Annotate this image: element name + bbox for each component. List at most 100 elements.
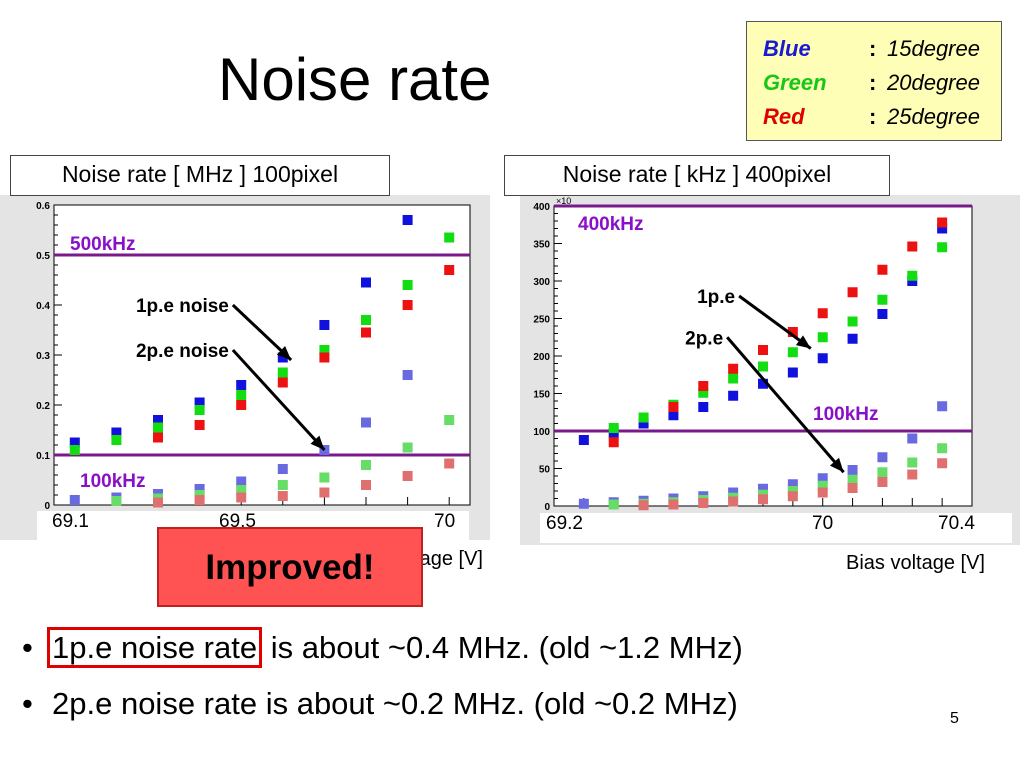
data-point	[111, 427, 122, 438]
data-point	[698, 402, 709, 412]
y-tick-label: 100	[533, 427, 550, 438]
y-tick-label: 0.3	[36, 351, 50, 362]
data-point	[444, 232, 455, 243]
data-point	[877, 477, 888, 487]
data-point	[608, 428, 619, 439]
data-point	[937, 458, 948, 469]
data-point	[937, 401, 948, 412]
data-point	[907, 433, 918, 444]
data-point	[194, 420, 205, 430]
data-point	[847, 465, 858, 475]
data-point	[361, 480, 371, 490]
data-point	[277, 491, 288, 501]
data-point	[638, 412, 649, 423]
legend-value-red: 25degree	[887, 104, 980, 129]
page-number: 5	[950, 710, 959, 727]
data-point	[728, 496, 739, 507]
data-point	[578, 498, 589, 509]
data-point	[907, 469, 918, 480]
threshold-label: 100kHz	[80, 471, 146, 492]
data-point	[277, 352, 288, 363]
data-point	[877, 309, 888, 319]
data-point	[758, 345, 768, 355]
data-point	[361, 277, 371, 288]
annotation-label: 2p.e	[685, 328, 723, 349]
data-point	[877, 264, 888, 275]
annotation-arrow	[231, 348, 326, 452]
data-point	[236, 380, 247, 390]
annotation-label: 1p.e	[697, 287, 735, 308]
data-point	[817, 487, 828, 498]
data-point	[877, 294, 888, 305]
data-point	[638, 418, 649, 429]
data-point	[728, 390, 739, 401]
data-point	[194, 397, 205, 408]
data-point	[847, 333, 858, 344]
right-x-tick-labels: 69.2 70 70.4	[540, 513, 1012, 543]
legend-value-green: 20degree	[887, 70, 980, 95]
legend-key-blue: Blue	[763, 36, 811, 61]
data-point	[277, 480, 288, 490]
data-point	[877, 452, 888, 463]
legend-separator: :	[869, 36, 877, 61]
data-point	[361, 460, 371, 470]
left-noise-chart: 0 0.1 0.2 0.3 0.4 0.5 0.6 500kHz 100kHz 1p.e nois…	[36, 201, 471, 512]
data-point	[847, 287, 858, 298]
annotation-arrow	[726, 336, 845, 474]
data-point	[111, 496, 122, 506]
data-point	[402, 215, 413, 225]
x-tick-label: 69.5	[219, 511, 256, 532]
y-tick-label: 200	[533, 352, 550, 363]
data-point	[758, 361, 768, 372]
left-chart-caption: Noise rate [ MHz ] 100pixel	[10, 155, 390, 196]
data-point	[194, 495, 205, 505]
data-point	[69, 437, 80, 448]
data-point	[194, 484, 205, 494]
data-point	[69, 445, 80, 455]
y-tick-label: 50	[539, 465, 551, 476]
data-point	[402, 300, 413, 310]
bullet-text: 2p.e noise rate is about ~0.2 MHz. (old …	[52, 686, 738, 721]
data-point	[907, 457, 918, 468]
data-point	[444, 415, 455, 425]
data-point	[444, 265, 455, 275]
right-noise-chart: 0 50 100 150 200 250 300 350 400 ×10 400kHz 100kHz 1…	[533, 196, 973, 513]
data-point	[319, 320, 330, 330]
data-point	[668, 410, 679, 421]
y-tick-label: 250	[533, 315, 550, 326]
data-point	[153, 432, 163, 443]
data-point	[847, 483, 858, 493]
threshold-label: 400kHz	[578, 214, 644, 235]
data-point	[847, 316, 858, 327]
y-tick-label: 150	[533, 390, 550, 401]
data-point	[236, 492, 247, 503]
data-point	[361, 315, 371, 325]
data-point	[877, 467, 888, 478]
data-point	[668, 402, 679, 412]
y-tick-label: 0	[44, 501, 50, 512]
data-point	[277, 367, 288, 378]
data-point	[153, 415, 163, 425]
y-tick-label: 0.6	[36, 201, 50, 212]
data-point	[698, 381, 709, 391]
data-point	[847, 474, 858, 485]
legend-separator: :	[869, 104, 877, 129]
data-point	[698, 498, 709, 508]
data-point	[444, 458, 455, 469]
data-point	[817, 480, 828, 491]
right-chart-caption: Noise rate [ kHz ] 400pixel	[504, 155, 890, 196]
data-point	[817, 308, 828, 319]
data-point	[817, 332, 828, 343]
data-point	[402, 280, 413, 290]
data-point	[277, 377, 288, 388]
arrow-head	[795, 335, 811, 349]
data-point	[817, 353, 828, 364]
data-point	[638, 500, 649, 511]
data-point	[907, 241, 918, 252]
legend-key-red: Red	[763, 104, 805, 129]
data-point	[578, 435, 589, 445]
data-point	[153, 497, 163, 508]
data-point	[787, 491, 798, 502]
y-tick-label: 300	[533, 277, 550, 288]
data-point	[319, 472, 330, 483]
